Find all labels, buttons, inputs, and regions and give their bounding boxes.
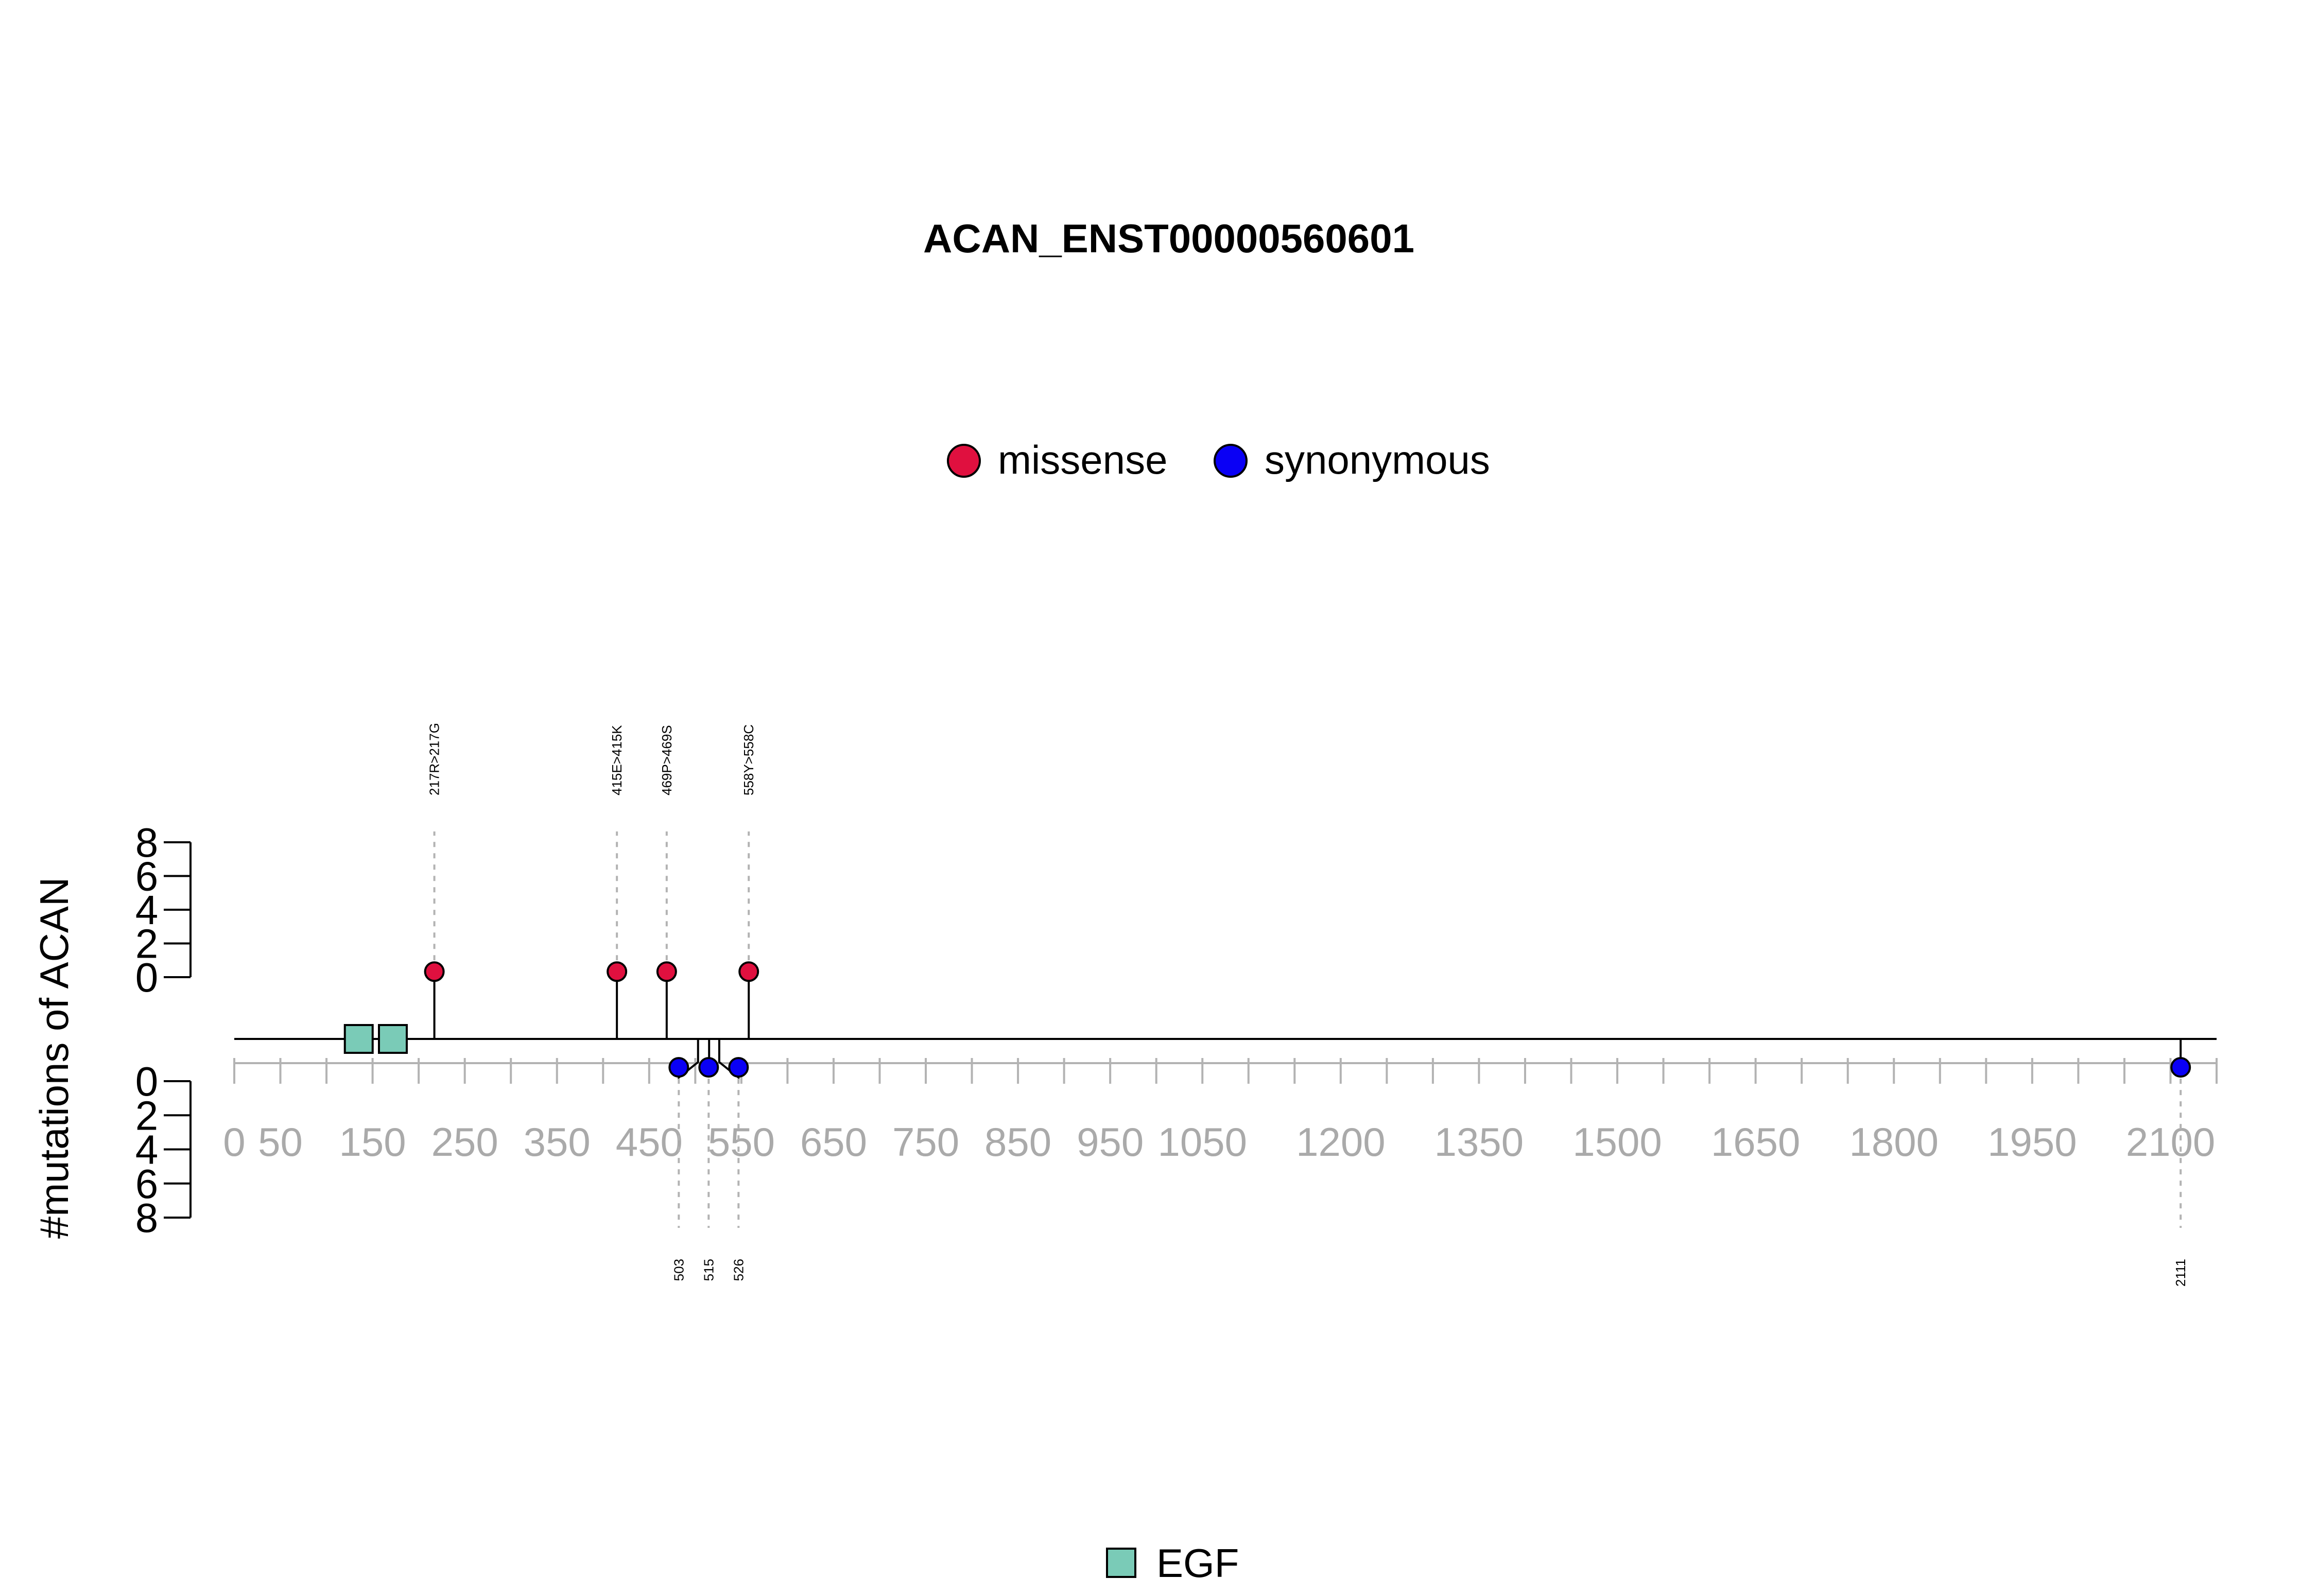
x-tick-label: 1950 bbox=[1987, 1119, 2077, 1165]
domain-legend-swatch bbox=[1106, 1548, 1136, 1578]
x-tick-label: 2100 bbox=[2126, 1119, 2216, 1165]
x-tick-label: 950 bbox=[1077, 1119, 1144, 1165]
x-axis: 0 50 150 250 350 450 550 650 750 850 950 1050 1200 13… bbox=[223, 1058, 2218, 1165]
mutation-label: 558Y>558C bbox=[741, 724, 756, 795]
domain-layer bbox=[343, 1024, 408, 1054]
x-tick-label: 1500 bbox=[1572, 1119, 1662, 1165]
y-tick-label-upper: 8 bbox=[135, 820, 159, 865]
y-tick-label-lower: 8 bbox=[135, 1195, 159, 1241]
legend-marker-synonymous bbox=[1214, 444, 1248, 478]
mutation-type-legend: missense synonymous bbox=[947, 437, 1490, 482]
x-tick-label: 450 bbox=[616, 1119, 683, 1165]
x-tick-label: 1350 bbox=[1434, 1119, 1524, 1165]
y-tick-label-lower: 6 bbox=[135, 1161, 159, 1207]
x-tick-label: 1050 bbox=[1157, 1119, 1247, 1165]
y-tick-label-upper: 6 bbox=[135, 854, 159, 899]
lollipop-head-missense bbox=[607, 961, 628, 982]
lollipop-head-synonymous bbox=[2170, 1057, 2191, 1078]
lollipop-head-missense bbox=[738, 961, 759, 982]
x-tick-label: 0 bbox=[223, 1119, 245, 1165]
y-tick-label-lower: 4 bbox=[135, 1127, 159, 1173]
x-tick-label: 750 bbox=[892, 1119, 959, 1165]
y-axis-label: #mutations of ACAN bbox=[31, 877, 77, 1239]
legend-label-synonymous: synonymous bbox=[1265, 437, 1490, 482]
x-tick-label: 50 bbox=[258, 1119, 303, 1165]
x-tick-label: 1650 bbox=[1711, 1119, 1801, 1165]
lollipop-head-missense bbox=[656, 961, 677, 982]
lollipop-head-synonymous bbox=[668, 1057, 689, 1078]
mutation-label: 2111 bbox=[2173, 1259, 2188, 1287]
x-tick-label: 250 bbox=[431, 1119, 498, 1165]
y-tick-label-upper: 0 bbox=[135, 955, 159, 1000]
mutation-label: 503 bbox=[671, 1259, 686, 1281]
mutation-label: 415E>415K bbox=[609, 725, 625, 795]
legend-marker-missense bbox=[947, 444, 981, 478]
mutation-label: 526 bbox=[731, 1259, 746, 1281]
x-tick-label: 850 bbox=[984, 1119, 1051, 1165]
domain-legend: EGF bbox=[1106, 1540, 1239, 1586]
x-tick-label: 350 bbox=[524, 1119, 591, 1165]
x-tick-label: 650 bbox=[800, 1119, 867, 1165]
x-tick-label: 150 bbox=[339, 1119, 406, 1165]
mutation-label: 515 bbox=[701, 1259, 716, 1281]
x-tick-label: 1200 bbox=[1296, 1119, 1386, 1165]
lollipop-head-missense bbox=[424, 961, 445, 982]
y-tick-label-lower: 2 bbox=[135, 1092, 159, 1138]
mutation-layer: 217R>217G 415E>415K 469P>469S 558Y>558C 503 5… bbox=[424, 723, 2191, 1287]
y-tick-label-upper: 2 bbox=[135, 921, 159, 967]
x-tick-label: 550 bbox=[708, 1119, 775, 1165]
domain-EGF bbox=[343, 1024, 374, 1054]
y-tick-label-upper: 4 bbox=[135, 887, 159, 933]
y-tick-label-lower: 0 bbox=[135, 1059, 159, 1104]
lollipop-head-synonymous bbox=[728, 1057, 749, 1078]
legend-label-missense: missense bbox=[998, 437, 1167, 482]
x-tick-label: 1800 bbox=[1849, 1119, 1939, 1165]
domain-legend-label: EGF bbox=[1156, 1540, 1239, 1586]
domain-EGF bbox=[378, 1024, 408, 1054]
chart-title: ACAN_ENST00000560601 bbox=[923, 216, 1414, 261]
mutation-label: 469P>469S bbox=[659, 725, 675, 795]
mutation-label: 217R>217G bbox=[427, 723, 442, 795]
lollipop-head-synonymous bbox=[698, 1057, 719, 1078]
